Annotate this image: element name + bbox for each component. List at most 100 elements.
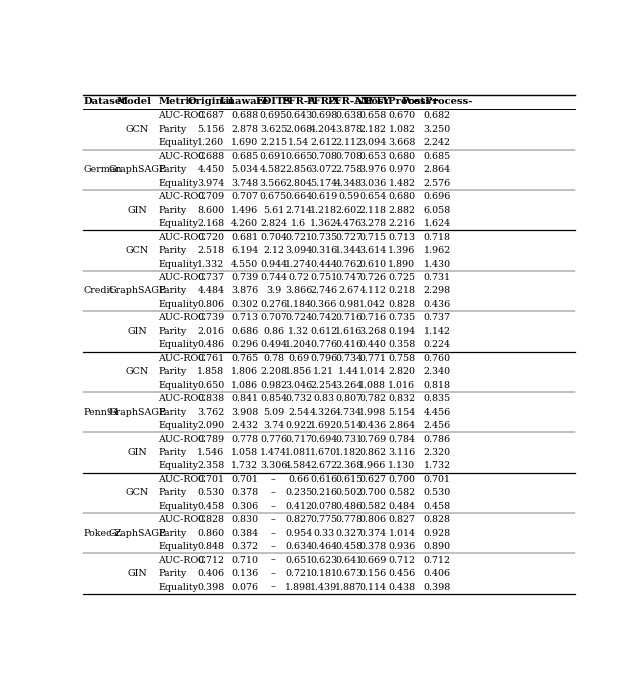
Text: Metric: Metric bbox=[158, 97, 196, 106]
Text: 0.721: 0.721 bbox=[285, 569, 312, 578]
Text: 0.701: 0.701 bbox=[231, 475, 258, 484]
Text: 2.864: 2.864 bbox=[424, 166, 451, 174]
Text: 1.260: 1.260 bbox=[197, 139, 225, 147]
Text: 0.701: 0.701 bbox=[424, 475, 451, 484]
Text: Equality: Equality bbox=[158, 381, 198, 389]
Text: 0.784: 0.784 bbox=[388, 435, 415, 443]
Text: 0.181: 0.181 bbox=[310, 569, 337, 578]
Text: 0.687: 0.687 bbox=[197, 112, 225, 120]
Text: 0.718: 0.718 bbox=[424, 233, 451, 241]
Text: 0.384: 0.384 bbox=[231, 529, 258, 537]
Text: –: – bbox=[271, 529, 276, 537]
Text: Equality: Equality bbox=[158, 421, 198, 430]
Text: 1.344: 1.344 bbox=[335, 246, 362, 255]
Text: 0.486: 0.486 bbox=[335, 502, 362, 511]
Text: 0.807: 0.807 bbox=[335, 394, 362, 403]
Text: 0.276: 0.276 bbox=[260, 300, 287, 309]
Text: 4.204: 4.204 bbox=[310, 125, 337, 134]
Text: 0.827: 0.827 bbox=[388, 515, 415, 525]
Text: 0.643: 0.643 bbox=[285, 112, 312, 120]
Text: 0.775: 0.775 bbox=[310, 515, 337, 525]
Text: 0.700: 0.700 bbox=[388, 475, 415, 484]
Text: –: – bbox=[271, 488, 276, 498]
Text: AUC-ROC: AUC-ROC bbox=[158, 314, 206, 322]
Text: Parity: Parity bbox=[158, 166, 187, 174]
Text: 1.496: 1.496 bbox=[231, 206, 259, 215]
Text: 1.616: 1.616 bbox=[335, 327, 362, 336]
Text: 3.74: 3.74 bbox=[263, 421, 284, 430]
Text: 4.484: 4.484 bbox=[198, 287, 225, 295]
Text: 0.66: 0.66 bbox=[288, 475, 309, 484]
Text: 0.114: 0.114 bbox=[360, 583, 387, 592]
Text: 0.744: 0.744 bbox=[260, 273, 287, 282]
Text: 0.782: 0.782 bbox=[360, 394, 387, 403]
Text: 2.824: 2.824 bbox=[260, 219, 287, 228]
Text: 0.688: 0.688 bbox=[231, 112, 258, 120]
Text: 1.858: 1.858 bbox=[197, 367, 225, 377]
Text: 1.439: 1.439 bbox=[310, 583, 337, 592]
Text: 4.450: 4.450 bbox=[197, 166, 225, 174]
Text: 3.046: 3.046 bbox=[285, 381, 312, 389]
Text: 0.458: 0.458 bbox=[197, 502, 225, 511]
Text: NIFTY: NIFTY bbox=[355, 97, 391, 106]
Text: 0.707: 0.707 bbox=[260, 314, 287, 322]
Text: Unaware: Unaware bbox=[220, 97, 269, 106]
Text: 0.530: 0.530 bbox=[424, 488, 451, 498]
Text: 1.898: 1.898 bbox=[285, 583, 312, 592]
Text: German: German bbox=[83, 166, 122, 174]
Text: GraphSAGE: GraphSAGE bbox=[108, 408, 166, 416]
Text: Credit: Credit bbox=[83, 287, 114, 295]
Text: 0.619: 0.619 bbox=[310, 192, 337, 201]
Text: GraphSAGE: GraphSAGE bbox=[108, 166, 166, 174]
Text: 2.368: 2.368 bbox=[335, 462, 362, 470]
Text: PostProcess+: PostProcess+ bbox=[364, 97, 440, 106]
Text: 0.694: 0.694 bbox=[310, 435, 337, 443]
Text: 0.818: 0.818 bbox=[424, 381, 451, 389]
Text: Equality: Equality bbox=[158, 583, 198, 592]
Text: 1.998: 1.998 bbox=[359, 408, 387, 416]
Text: 0.616: 0.616 bbox=[310, 475, 337, 484]
Text: 1.474: 1.474 bbox=[260, 448, 287, 457]
Text: 3.278: 3.278 bbox=[359, 219, 387, 228]
Text: AUC-ROC: AUC-ROC bbox=[158, 394, 206, 403]
Text: 0.758: 0.758 bbox=[388, 354, 415, 363]
Text: Equality: Equality bbox=[158, 502, 198, 511]
Text: 1.624: 1.624 bbox=[424, 219, 451, 228]
Text: 2.804: 2.804 bbox=[285, 178, 312, 188]
Text: 1.082: 1.082 bbox=[388, 125, 415, 134]
Text: 3.908: 3.908 bbox=[231, 408, 259, 416]
Text: 0.98: 0.98 bbox=[338, 300, 359, 309]
Text: 0.653: 0.653 bbox=[359, 152, 387, 161]
Text: 0.502: 0.502 bbox=[335, 488, 362, 498]
Text: 2.168: 2.168 bbox=[197, 219, 225, 228]
Text: 3.566: 3.566 bbox=[260, 178, 287, 188]
Text: PFR-X: PFR-X bbox=[307, 97, 340, 106]
Text: –: – bbox=[271, 475, 276, 484]
Text: 0.760: 0.760 bbox=[424, 354, 451, 363]
Text: 2.518: 2.518 bbox=[197, 246, 225, 255]
Text: 2.54: 2.54 bbox=[288, 408, 309, 416]
Text: 0.641: 0.641 bbox=[335, 556, 362, 564]
Text: 0.378: 0.378 bbox=[231, 488, 258, 498]
Text: 0.724: 0.724 bbox=[285, 314, 312, 322]
Text: 3.974: 3.974 bbox=[197, 178, 225, 188]
Text: Parity: Parity bbox=[158, 569, 187, 578]
Text: 2.12: 2.12 bbox=[263, 246, 284, 255]
Text: 2.216: 2.216 bbox=[388, 219, 415, 228]
Text: 8.600: 8.600 bbox=[197, 206, 225, 215]
Text: 0.696: 0.696 bbox=[424, 192, 451, 201]
Text: 1.890: 1.890 bbox=[388, 260, 415, 268]
Text: 0.776: 0.776 bbox=[260, 435, 287, 443]
Text: AUC-ROC: AUC-ROC bbox=[158, 112, 206, 120]
Text: 0.374: 0.374 bbox=[359, 529, 387, 537]
Text: 0.464: 0.464 bbox=[310, 542, 337, 551]
Text: GIN: GIN bbox=[127, 448, 147, 457]
Text: 0.762: 0.762 bbox=[335, 260, 362, 268]
Text: 1.806: 1.806 bbox=[231, 367, 258, 377]
Text: 1.130: 1.130 bbox=[388, 462, 415, 470]
Text: 0.731: 0.731 bbox=[335, 435, 362, 443]
Text: 0.688: 0.688 bbox=[197, 152, 225, 161]
Text: 0.664: 0.664 bbox=[285, 192, 312, 201]
Text: 0.737: 0.737 bbox=[424, 314, 451, 322]
Text: 0.739: 0.739 bbox=[231, 273, 259, 282]
